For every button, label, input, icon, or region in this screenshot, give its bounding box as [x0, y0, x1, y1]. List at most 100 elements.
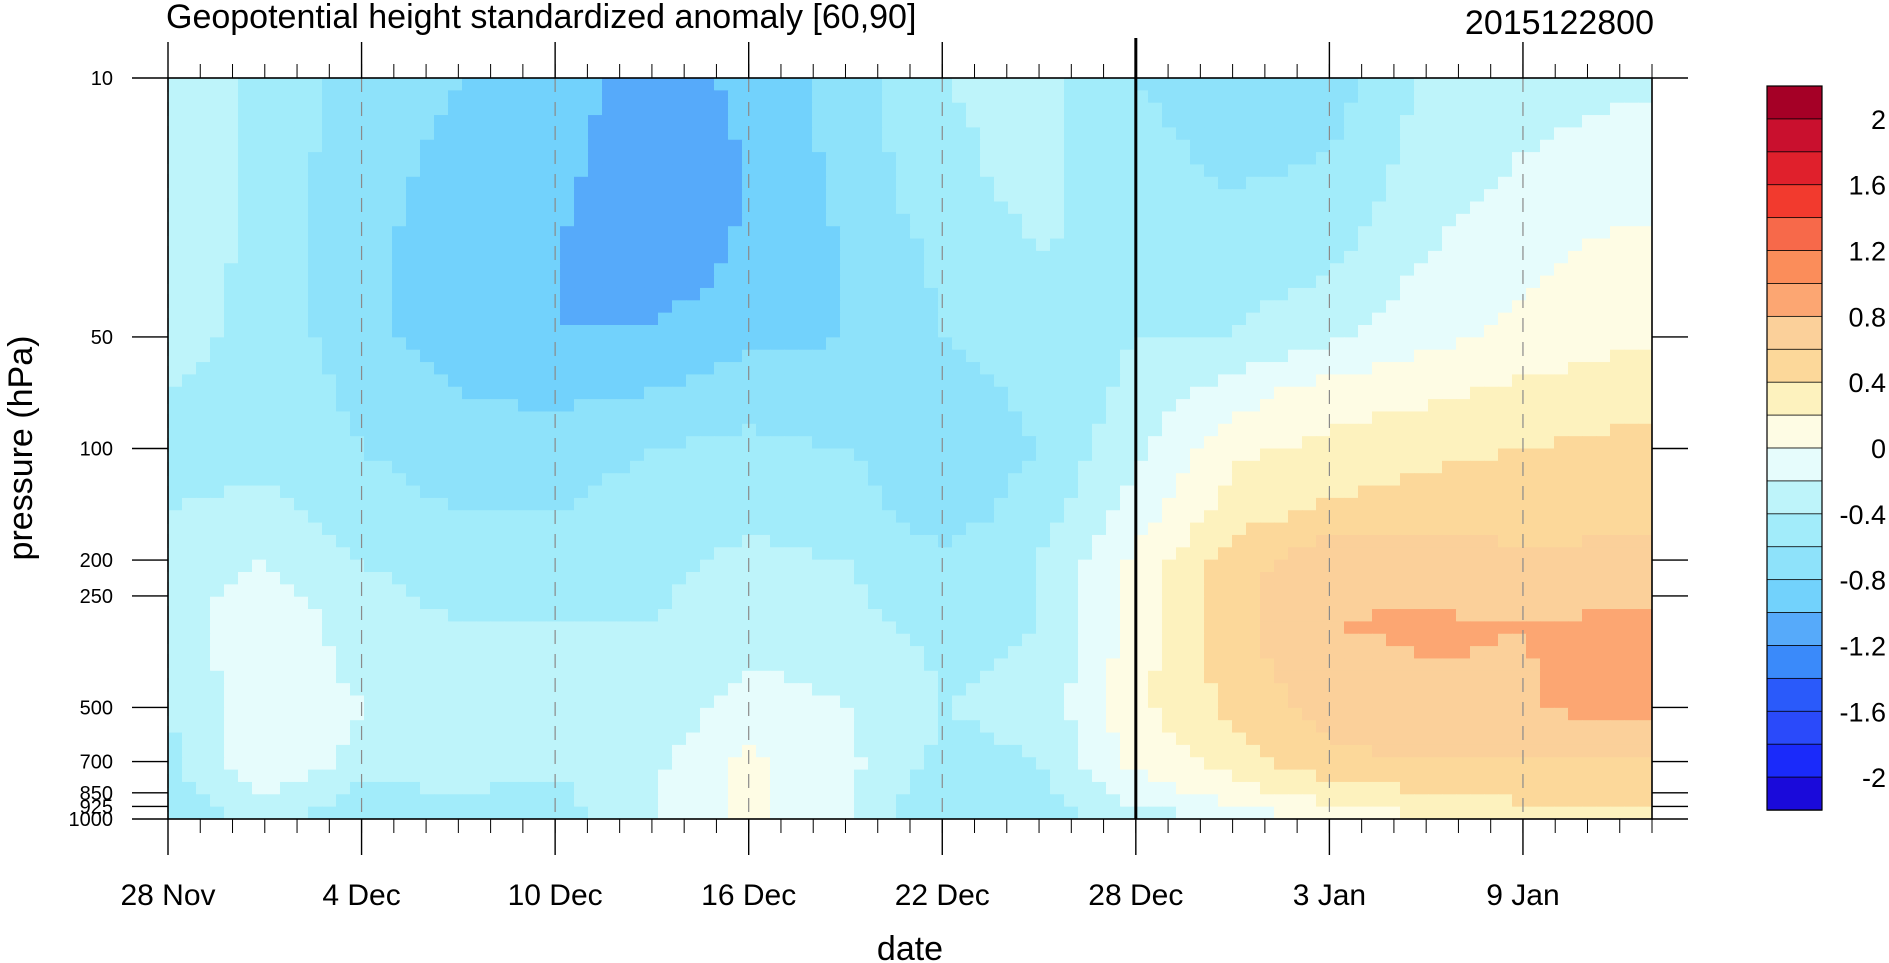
contour-cell: [700, 473, 715, 487]
contour-cell: [1106, 423, 1121, 437]
contour-cell: [406, 572, 421, 585]
contour-cell: [658, 127, 673, 141]
contour-cell: [532, 522, 547, 536]
contour-cell: [868, 497, 883, 511]
contour-cell: [490, 448, 505, 462]
contour-cell: [504, 226, 519, 240]
contour-cell: [840, 399, 855, 413]
contour-cell: [938, 423, 953, 437]
contour-cell: [434, 473, 449, 487]
contour-cell: [252, 448, 267, 462]
contour-cell: [420, 621, 435, 635]
contour-cell: [770, 164, 785, 178]
contour-cell: [196, 312, 211, 326]
contour-cell: [1302, 189, 1317, 203]
contour-cell: [952, 621, 967, 635]
contour-cell: [1190, 164, 1205, 178]
contour-cell: [1218, 275, 1233, 289]
contour-cell: [168, 534, 183, 548]
contour-cell: [882, 238, 897, 252]
contour-cell: [672, 226, 687, 240]
contour-cell: [1456, 226, 1471, 240]
contour-cell: [910, 238, 925, 252]
contour-cell: [1526, 547, 1541, 561]
contour-cell: [672, 164, 687, 178]
contour-cell: [924, 176, 939, 190]
contour-cell: [196, 337, 211, 351]
contour-cell: [1372, 176, 1387, 190]
contour-cell: [1568, 547, 1583, 561]
contour-cell: [1456, 78, 1471, 91]
contour-cell: [826, 337, 841, 351]
contour-cell: [1484, 78, 1499, 91]
contour-cell: [1610, 596, 1625, 610]
contour-cell: [490, 646, 505, 660]
contour-cell: [1456, 102, 1471, 116]
contour-cell: [966, 572, 981, 585]
contour-cell: [868, 399, 883, 413]
contour-cell: [1330, 362, 1345, 375]
contour-cell: [406, 287, 421, 301]
contour-cell: [392, 572, 407, 585]
contour-cell: [1358, 90, 1373, 104]
contour-cell: [1330, 176, 1345, 190]
contour-cell: [1512, 287, 1527, 301]
contour-cell: [378, 522, 393, 536]
contour-cell: [658, 189, 673, 203]
contour-cell: [1386, 90, 1401, 104]
contour-cell: [728, 572, 743, 585]
contour-cell: [532, 102, 547, 116]
contour-cell: [1246, 485, 1261, 499]
contour-cell: [252, 399, 267, 413]
contour-cell: [1568, 78, 1583, 91]
contour-cell: [1148, 337, 1163, 351]
contour-cell: [560, 201, 575, 215]
contour-cell: [1288, 139, 1303, 153]
contour-cell: [1386, 213, 1401, 227]
contour-cell: [910, 201, 925, 215]
contour-cell: [1400, 584, 1415, 598]
contour-cell: [238, 90, 253, 104]
contour-cell: [588, 621, 603, 635]
contour-cell: [168, 621, 183, 635]
contour-cell: [1190, 460, 1205, 474]
contour-cell: [1092, 226, 1107, 240]
contour-cell: [1470, 349, 1485, 363]
contour-cell: [350, 497, 365, 511]
contour-cell: [294, 386, 309, 400]
contour-cell: [504, 213, 519, 227]
contour-cell: [868, 522, 883, 536]
contour-cell: [1456, 374, 1471, 388]
contour-cell: [1498, 473, 1513, 487]
contour-cell: [1582, 325, 1597, 338]
contour-cell: [1022, 559, 1037, 573]
contour-cell: [196, 275, 211, 289]
contour-cell: [1134, 189, 1149, 203]
contour-cell: [350, 152, 365, 166]
contour-cell: [938, 349, 953, 363]
contour-cell: [252, 152, 267, 166]
contour-cell: [462, 633, 477, 647]
contour-cell: [854, 152, 869, 166]
contour-cell: [882, 115, 897, 128]
contour-cell: [546, 263, 561, 277]
contour-cell: [1526, 127, 1541, 141]
contour-cell: [756, 485, 771, 499]
contour-cell: [574, 411, 589, 425]
contour-cell: [308, 78, 323, 91]
contour-cell: [294, 399, 309, 413]
contour-cell: [826, 300, 841, 314]
contour-cell: [630, 287, 645, 301]
contour-cell: [1092, 213, 1107, 227]
contour-cell: [896, 362, 911, 375]
contour-cell: [1092, 473, 1107, 487]
contour-cell: [896, 609, 911, 622]
contour-cell: [770, 287, 785, 301]
contour-cell: [1260, 312, 1275, 326]
contour-cell: [1064, 596, 1079, 610]
contour-cell: [1610, 349, 1625, 363]
contour-cell: [742, 226, 757, 240]
contour-cell: [1036, 226, 1051, 240]
contour-cell: [1218, 399, 1233, 413]
contour-cell: [1204, 596, 1219, 610]
